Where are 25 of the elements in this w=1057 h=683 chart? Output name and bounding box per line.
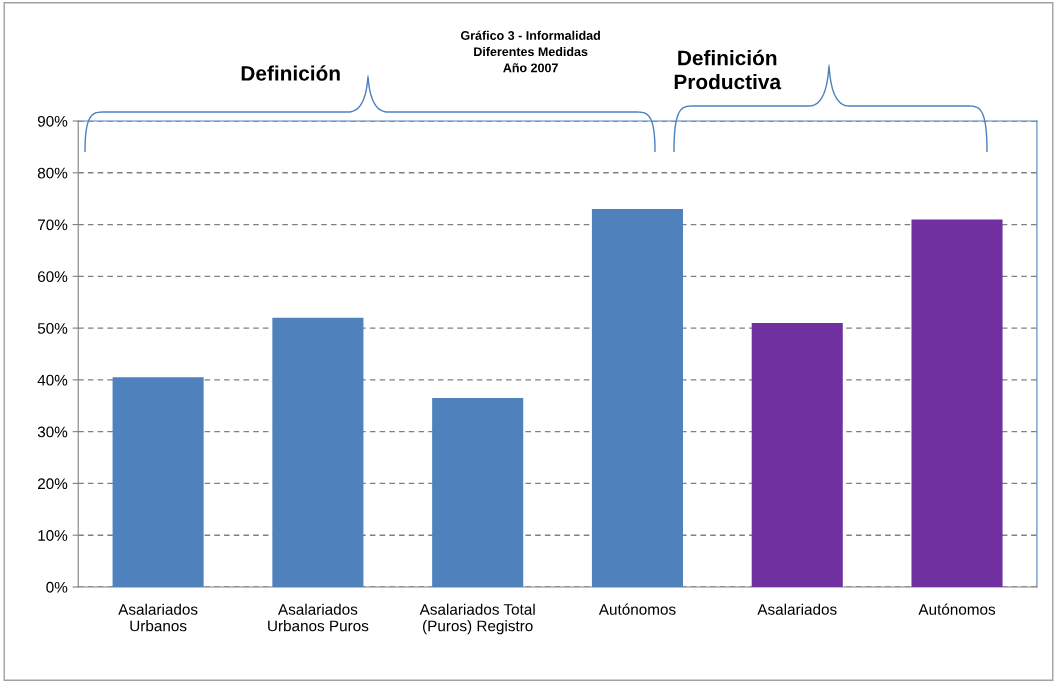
bar xyxy=(911,219,1003,587)
y-tick-label: 0% xyxy=(46,581,68,593)
bar xyxy=(272,317,364,587)
bar xyxy=(432,398,524,587)
bar xyxy=(591,209,683,587)
bar xyxy=(751,322,843,587)
text: Definición Productiva xyxy=(674,49,782,90)
y-tick-label: 90% xyxy=(37,115,68,127)
y-tick-label: 50% xyxy=(37,322,68,334)
y-tick-label: 80% xyxy=(37,167,68,179)
y-tick-label: 40% xyxy=(37,374,68,386)
x-tick-label: Asalariados xyxy=(757,603,837,615)
x-tick-label: Autónomos xyxy=(918,603,996,615)
chart-title: Gráfico 3 - Informalidad Diferentes Medidas Año 2007 xyxy=(460,30,600,73)
x-tick-label: Asalariados Urbanos xyxy=(118,603,198,632)
bar xyxy=(112,377,204,587)
y-tick-label: 20% xyxy=(37,478,68,490)
y-tick-label: 10% xyxy=(38,530,68,541)
y-tick-label: 30% xyxy=(37,426,68,438)
x-tick-label: Asalariados Urbanos Puros xyxy=(268,603,369,632)
x-tick-label: Asalariados Total (Puros) Registro xyxy=(419,603,535,635)
x-tick-label: Autónomos xyxy=(598,603,676,615)
y-tick-label: 60% xyxy=(38,271,68,283)
text: Definición xyxy=(241,65,340,81)
y-tick-label: 70% xyxy=(38,219,68,231)
